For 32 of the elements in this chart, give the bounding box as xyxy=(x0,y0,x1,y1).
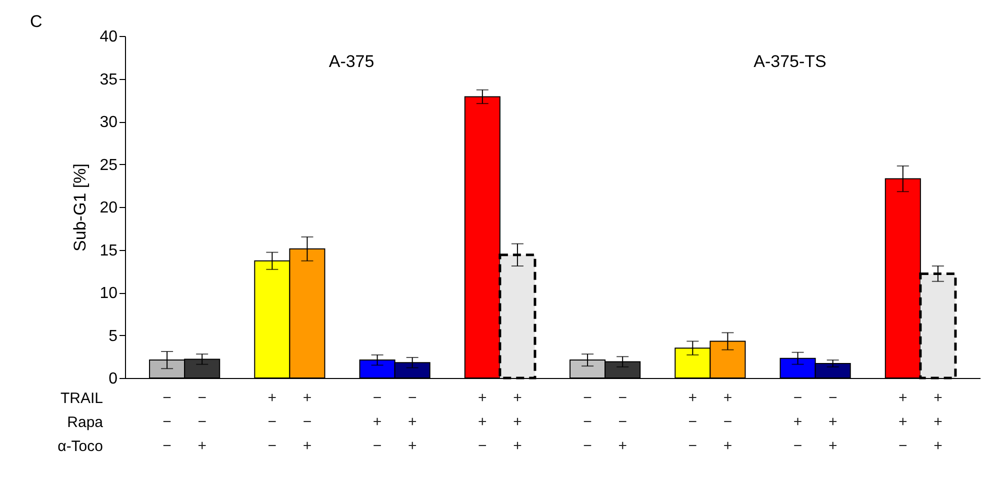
y-axis-title: Sub-G1 [%] xyxy=(70,164,90,252)
y-tick-label: 5 xyxy=(108,328,118,345)
y-tick-label: 35 xyxy=(100,71,118,88)
y-tick-label: 20 xyxy=(100,200,118,216)
x-tick-label: − + − xyxy=(372,390,382,454)
x-tick-label: + − + xyxy=(723,390,732,454)
x-tick-label: + − − xyxy=(688,390,698,454)
annotation: A-375 xyxy=(328,52,374,71)
text: TRAIL xyxy=(60,390,103,407)
x-tick-label: + − − xyxy=(268,390,277,454)
y-tick-label: 0 xyxy=(108,370,118,388)
y-tick-label: 15 xyxy=(100,242,118,260)
y-tick-label: 40 xyxy=(100,28,118,46)
text: Rapa xyxy=(67,414,104,431)
x-tick-label: − − + xyxy=(198,390,207,454)
y-tick-label: 30 xyxy=(100,114,118,131)
y-tick-label: 10 xyxy=(100,285,118,302)
x-tick-label: + + − xyxy=(898,390,908,454)
text: α-Toco xyxy=(58,438,103,455)
x-tick-label: + + − xyxy=(478,390,488,454)
text: C xyxy=(30,12,42,31)
x-tick-label: − + + xyxy=(828,390,838,454)
x-tick-label: + + + xyxy=(934,390,943,454)
annotation: A-375-TS xyxy=(754,52,826,71)
x-tick-label: − − − xyxy=(583,390,592,454)
x-tick-label: − − − xyxy=(162,390,172,454)
y-tick-label: 25 xyxy=(100,156,118,174)
x-tick-label: + − + xyxy=(302,390,312,454)
x-tick-label: − + − xyxy=(793,390,802,454)
x-tick-label: − − + xyxy=(618,390,628,454)
x-tick-label: − + + xyxy=(408,390,417,454)
x-tick-label: + + + xyxy=(513,390,522,454)
